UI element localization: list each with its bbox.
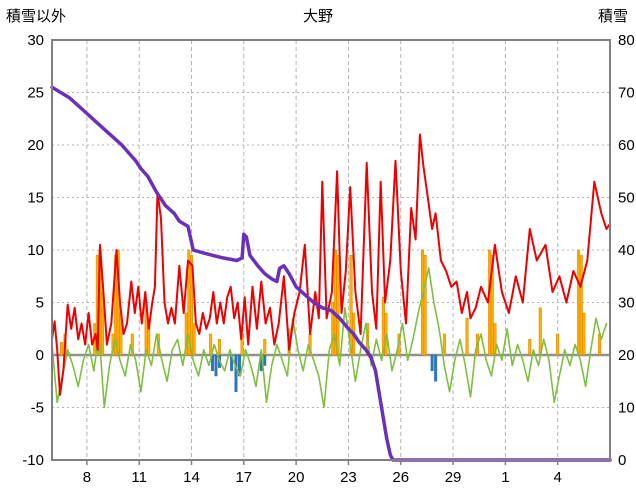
x-axis-tick-label: 1 [501,469,509,486]
x-axis-tick-label: 20 [288,469,305,486]
left-axis-title: 積雪以外 [6,8,67,25]
left-axis-tick-label: 10 [27,242,44,259]
green-line [51,267,608,409]
left-axis-tick-label: 5 [36,295,44,312]
orange-bars-bar [577,249,581,356]
orange-bars-bar [442,333,446,356]
x-axis-tick-label: 29 [445,469,462,486]
left-axis-tick-label: 0 [36,347,44,364]
right-axis-title: 積雪 [597,8,628,25]
blue-bars-bar [263,354,267,366]
x-axis-tick-label: 26 [392,469,409,486]
right-axis-tick-label: 30 [618,295,635,312]
x-axis-tick-label: 14 [183,469,200,486]
x-axis-tick-label: 17 [235,469,252,486]
orange-bars-bar [60,342,64,356]
orange-bars-bar [217,339,221,356]
right-axis-tick-label: 70 [618,85,635,102]
blue-bars-bar [210,354,214,372]
orange-bars-bar [556,333,560,356]
right-axis-tick-label: 20 [618,347,635,364]
orange-bars-bar [336,255,340,356]
orange-bars-bar [582,312,586,356]
right-axis-tick-label: 10 [618,400,635,417]
orange-bars-bar [538,307,542,356]
chart-title: 大野 [302,8,333,25]
orange-bars-bar [209,333,213,356]
orange-bars-bar [423,255,427,356]
plot-border [51,39,611,461]
blue-bars-bar [214,354,218,377]
x-axis-tick-label: 4 [554,469,562,486]
orange-bars-bar [465,318,469,356]
left-axis-tick-label: 30 [27,32,44,49]
left-axis-tick-label: -5 [31,400,44,417]
orange-bars-bar [192,323,196,356]
orange-bars-bar [263,339,267,356]
x-axis-tick-label: 8 [83,469,91,486]
red-line [51,133,611,396]
right-axis-tick-label: 0 [618,452,626,469]
left-axis-tick-label: -10 [22,452,44,469]
x-axis-tick-label: 11 [131,469,147,486]
blue-bars-bar [234,354,238,393]
orange-bars-bar [528,339,532,356]
left-axis-tick-label: 15 [27,190,44,207]
right-axis-tick-label: 60 [618,137,635,154]
blue-bars-bar [430,354,434,372]
right-axis-tick-label: 40 [618,242,635,259]
orange-bars-bar [579,255,583,356]
blue-bars-bar [434,354,438,382]
left-axis-tick-label: 20 [27,137,44,154]
right-axis-tick-label: 50 [618,190,635,207]
x-axis-tick-label: 23 [340,469,357,486]
purple-line [50,85,612,462]
orange-bars-bar [421,249,425,356]
orange-bars-bar [490,255,494,356]
left-axis-tick-label: 25 [27,85,44,102]
right-axis-tick-label: 80 [618,32,635,49]
